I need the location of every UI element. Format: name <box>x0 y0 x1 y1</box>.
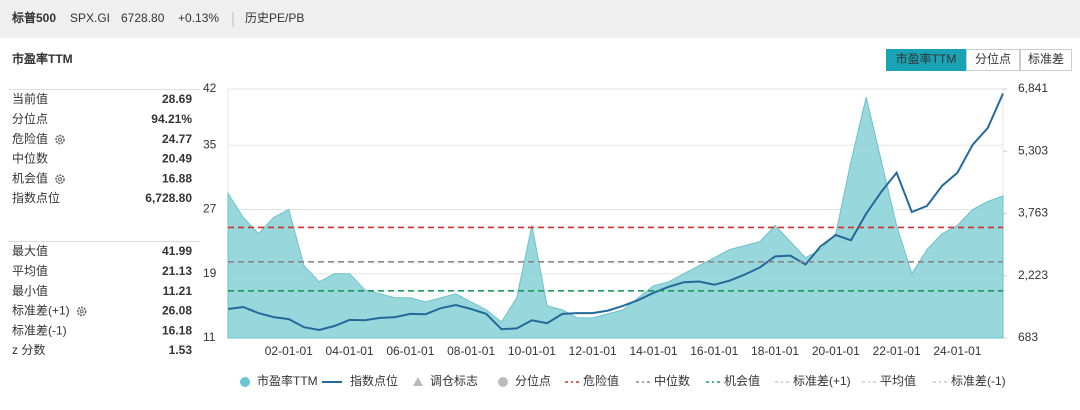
legend-marker[interactable] <box>240 377 250 387</box>
y-tick-label: 19 <box>203 266 217 280</box>
y-tick-label: 42 <box>203 81 217 95</box>
legend-label[interactable]: 机会值 <box>724 373 760 388</box>
legend-marker[interactable] <box>498 377 508 387</box>
tab[interactable] <box>966 49 1020 71</box>
tab-label[interactable]: 市盈率TTM <box>896 51 957 66</box>
legend-marker[interactable] <box>413 377 423 386</box>
x-tick-label: 08-01-01 <box>447 344 495 358</box>
x-tick-label: 20-01-01 <box>812 344 860 358</box>
stat-value: 11.21 <box>163 284 193 298</box>
x-tick-label: 12-01-01 <box>569 344 617 358</box>
legend-label[interactable]: 指数点位 <box>350 373 398 388</box>
legend-label[interactable]: 中位数 <box>654 373 690 388</box>
stat-value: 28.69 <box>162 92 192 106</box>
gear-icon[interactable] <box>55 134 65 145</box>
stat-label: 机会值 <box>12 170 48 185</box>
y2-tick-label: 3,763 <box>1018 206 1048 220</box>
x-tick-label: 10-01-01 <box>508 344 556 358</box>
y-tick-label: 27 <box>203 202 217 216</box>
stat-value: 16.18 <box>162 323 192 337</box>
legend-label[interactable]: 标准差(-1) <box>951 374 1006 388</box>
stat-value: 20.49 <box>162 152 192 166</box>
x-tick-label: 02-01-01 <box>265 344 313 358</box>
tab-label[interactable]: 标准差 <box>1028 52 1064 66</box>
stat-value: 24.77 <box>162 132 192 146</box>
legend-label[interactable]: 分位点 <box>515 373 551 388</box>
stat-label: 标准差(+1) <box>12 304 70 318</box>
legend-label[interactable]: 市盈率TTM <box>257 373 318 388</box>
index-line <box>227 93 1004 332</box>
legend-label[interactable]: 危险值 <box>583 373 619 388</box>
y2-tick-label: 2,223 <box>1018 268 1048 282</box>
change: +0.13% <box>178 11 219 25</box>
stat-value: 41.99 <box>162 244 192 258</box>
history-link[interactable]: 历史PE/PB <box>245 11 304 25</box>
y2-tick-label: 5,303 <box>1018 143 1048 157</box>
legend-label[interactable]: 标准差(+1) <box>793 374 851 388</box>
stat-label: 当前值 <box>12 91 48 106</box>
stat-label: 标准差(-1) <box>12 323 67 337</box>
stat-value: 6,728.80 <box>145 191 192 205</box>
gear-icon[interactable] <box>76 306 87 317</box>
stat-value: 21.13 <box>162 264 192 278</box>
gear-icon-hole <box>79 309 84 314</box>
x-tick-label: 06-01-01 <box>386 344 434 358</box>
x-tick-label: 04-01-01 <box>326 344 374 358</box>
tab[interactable] <box>886 49 966 71</box>
stat-label: 中位数 <box>12 151 48 166</box>
x-tick-label: 14-01-01 <box>629 344 677 358</box>
index-name: 标普500 <box>11 10 56 25</box>
legend-label[interactable]: 平均值 <box>880 373 916 388</box>
panel <box>0 40 1080 410</box>
y2-tick-label: 6,841 <box>1018 81 1048 95</box>
stat-label: 分位点 <box>12 111 48 126</box>
stat-label: 最小值 <box>12 283 48 298</box>
stat-value: 26.08 <box>162 304 192 318</box>
index-code: SPX.GI <box>70 11 110 25</box>
pe-area <box>227 96 1004 339</box>
gear-icon-hole <box>58 177 63 182</box>
price: 6728.80 <box>121 11 165 25</box>
stat-label: 危险值 <box>12 131 48 146</box>
tab-label[interactable]: 分位点 <box>975 51 1011 66</box>
stat-label: z 分数 <box>12 342 45 357</box>
x-tick-label: 16-01-01 <box>690 344 738 358</box>
legend-label[interactable]: 调仓标志 <box>430 374 478 388</box>
tab[interactable] <box>1020 49 1072 71</box>
stat-label: 平均值 <box>12 263 48 278</box>
y-tick-label: 35 <box>203 137 217 151</box>
stat-label: 指数点位 <box>12 190 60 205</box>
y-tick-label: 11 <box>203 330 216 344</box>
stat-value: 1.53 <box>169 343 193 357</box>
stat-label: 最大值 <box>12 243 48 258</box>
x-tick-label: 22-01-01 <box>873 344 921 358</box>
gear-icon-hole <box>58 137 63 142</box>
x-tick-label: 18-01-01 <box>751 344 799 358</box>
stat-value: 16.88 <box>162 171 192 185</box>
x-tick-label: 24-01-01 <box>933 344 981 358</box>
panel-title: 市盈率TTM <box>12 51 73 66</box>
stat-value: 94.21% <box>151 112 192 126</box>
header-bar <box>0 0 1080 38</box>
gear-icon[interactable] <box>55 174 65 184</box>
y2-tick-label: 683 <box>1018 330 1038 344</box>
